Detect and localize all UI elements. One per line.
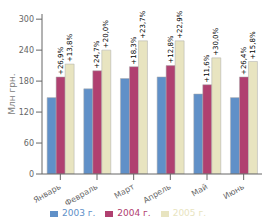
html-text:2004 г.: 2004 г. xyxy=(117,208,151,218)
svg-text:Февраль: Февраль xyxy=(63,182,99,208)
svg-text:Млн грн.: Млн грн. xyxy=(8,73,17,114)
svg-text:+12,8%: +12,8% xyxy=(167,35,175,63)
svg-text:Май: Май xyxy=(190,182,209,198)
svg-text:+26,9%: +26,9% xyxy=(57,47,65,75)
svg-text:+18,3%: +18,3% xyxy=(130,36,138,64)
svg-text:Январь: Январь xyxy=(32,182,63,205)
svg-text:+26,4%: +26,4% xyxy=(240,47,248,75)
svg-text:+11,6%: +11,6% xyxy=(203,54,211,82)
svg-text:+24,7%: +24,7% xyxy=(93,40,101,68)
svg-text:+15,8%: +15,8% xyxy=(249,31,257,59)
svg-text:+13,8%: +13,8% xyxy=(66,34,74,62)
svg-text:240: 240 xyxy=(19,46,34,55)
svg-text:+30,0%: +30,0% xyxy=(212,27,220,55)
svg-text:Июнь: Июнь xyxy=(222,182,246,201)
svg-text:180: 180 xyxy=(19,77,34,86)
svg-text:Март: Март xyxy=(113,182,136,201)
html-text:2005 г.: 2005 г. xyxy=(172,208,206,218)
svg-text:120: 120 xyxy=(19,108,34,117)
svg-text:+23,7%: +23,7% xyxy=(139,10,147,38)
svg-text:0: 0 xyxy=(29,170,34,179)
html-text:2003 г.: 2003 г. xyxy=(62,208,96,218)
svg-text:300: 300 xyxy=(19,15,34,24)
svg-text:60: 60 xyxy=(24,139,34,148)
svg-text:Апрель: Апрель xyxy=(142,182,173,205)
svg-text:+20,0%: +20,0% xyxy=(102,20,110,48)
svg-text:+22,9%: +22,9% xyxy=(176,10,184,38)
